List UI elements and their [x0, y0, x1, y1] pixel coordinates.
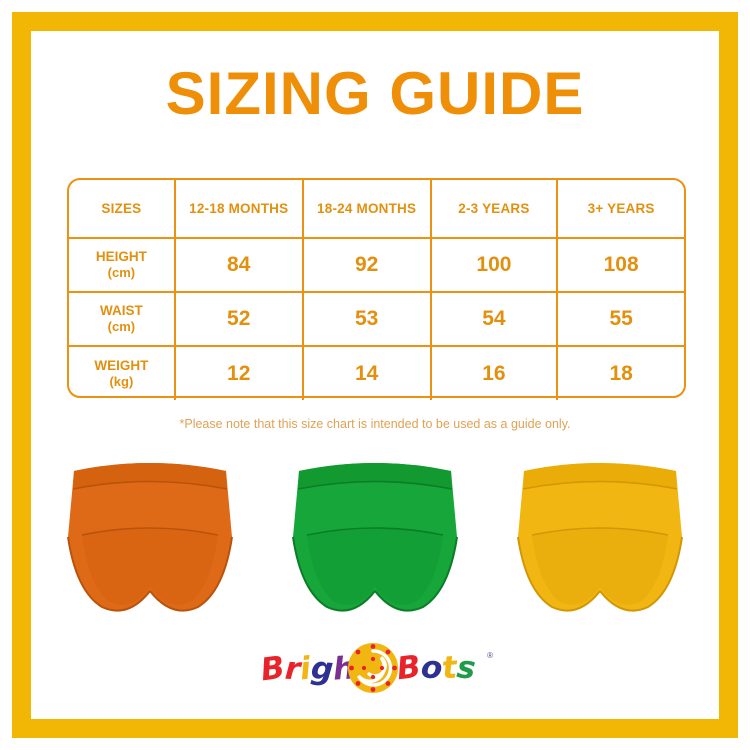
product-image-row: [37, 441, 713, 631]
column-header-12-18-months: 12-18 MONTHS: [173, 180, 303, 239]
decorative-frame-border: [12, 12, 738, 738]
sun-spiral-icon: [347, 642, 399, 694]
row-label-text: HEIGHT: [95, 249, 147, 265]
cell-height-12-18: 84: [173, 238, 303, 292]
sizing-table: SIZES 12-18 MONTHS 18-24 MONTHS 2-3 YEAR…: [69, 180, 684, 400]
cell-waist-12-18: 52: [173, 291, 303, 346]
cell-waist-3-plus: 55: [556, 291, 684, 346]
table-body: HEIGHT (cm) 84 92 100 108 WAIST (cm): [69, 238, 684, 400]
table-row: WAIST (cm) 52 53 54 55: [69, 291, 684, 346]
cell-waist-18-24: 53: [301, 291, 431, 346]
cell-height-3-plus: 108: [556, 238, 684, 292]
table-row: WEIGHT (kg) 12 14 16 18: [69, 345, 684, 400]
row-unit-text: (cm): [107, 265, 136, 281]
logo-letter: s: [455, 649, 478, 687]
logo-letter: B: [394, 648, 423, 688]
row-label-waist: WAIST (cm): [69, 291, 175, 346]
row-label-text: WAIST: [100, 303, 143, 319]
row-unit-text: (kg): [109, 373, 134, 389]
column-header-2-3-years: 2-3 YEARS: [429, 180, 558, 239]
registered-trademark-mark: ®: [487, 651, 493, 660]
table-header-row: SIZES 12-18 MONTHS 18-24 MONTHS 2-3 YEAR…: [69, 180, 684, 239]
column-header-sizes: SIZES: [69, 180, 175, 239]
column-header-18-24-months: 18-24 MONTHS: [301, 180, 431, 239]
row-label-height: HEIGHT (cm): [69, 238, 175, 292]
brand-logo-word-bots: Bots: [394, 648, 478, 688]
cell-weight-3-plus: 18: [556, 345, 684, 400]
cell-height-18-24: 92: [301, 238, 431, 292]
disclaimer-text: *Please note that this size chart is int…: [179, 417, 571, 431]
logo-letter: B: [258, 649, 287, 689]
column-header-3-plus-years: 3+ YEARS: [556, 180, 684, 239]
page-title: SIZING GUIDE: [165, 60, 585, 127]
content-canvas: SIZING GUIDE SIZES 12-18 MONTHS 18-24 MO…: [31, 31, 719, 719]
cell-height-2-3: 100: [429, 238, 558, 292]
cell-weight-2-3: 16: [429, 345, 558, 400]
cell-waist-2-3: 54: [429, 291, 558, 346]
brand-logo-inner: Bright: [258, 641, 493, 699]
row-label-text: WEIGHT: [94, 357, 149, 373]
logo-letter: g: [309, 650, 335, 688]
sizing-table-container: SIZES 12-18 MONTHS 18-24 MONTHS 2-3 YEAR…: [67, 178, 686, 400]
logo-letter: o: [419, 649, 444, 687]
training-pants-green-image: [277, 441, 473, 619]
cell-weight-12-18: 12: [173, 345, 303, 400]
row-unit-text: (cm): [107, 319, 136, 335]
table-header: SIZES 12-18 MONTHS 18-24 MONTHS 2-3 YEAR…: [69, 180, 684, 239]
training-pants-orange-image: [52, 441, 248, 619]
table-row: HEIGHT (cm) 84 92 100 108: [69, 238, 684, 292]
training-pants-yellow-image: [502, 441, 698, 619]
brand-logo: Bright: [31, 639, 719, 701]
row-label-weight: WEIGHT (kg): [69, 345, 175, 400]
cell-weight-18-24: 14: [301, 345, 431, 400]
